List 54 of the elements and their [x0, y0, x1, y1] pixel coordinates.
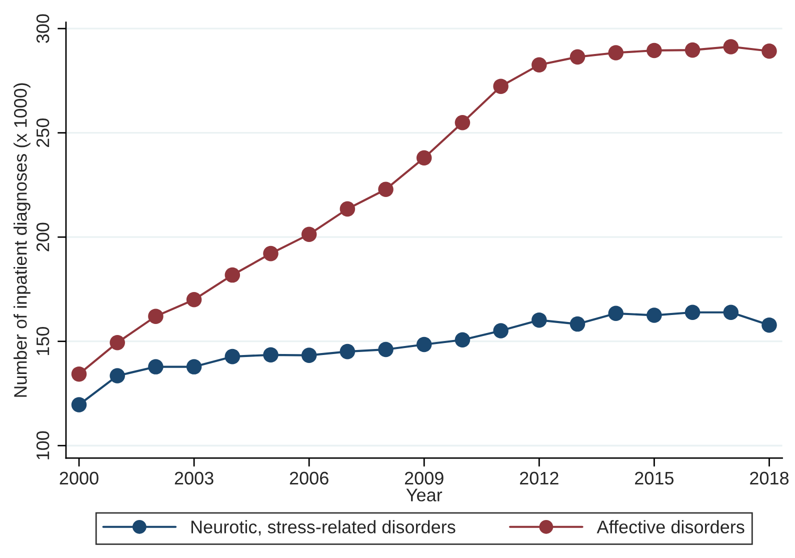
- point: [378, 342, 394, 358]
- point: [608, 45, 624, 60]
- point: [762, 43, 777, 59]
- x-tick-label: 2009: [404, 472, 444, 485]
- point: [493, 323, 508, 338]
- point: [723, 304, 739, 320]
- point: [301, 348, 317, 363]
- point: [454, 114, 470, 130]
- y-tick-label: 300: [36, 14, 50, 43]
- point: [110, 334, 126, 350]
- point: [608, 306, 624, 322]
- x-tick-label: 2015: [635, 472, 674, 485]
- point: [340, 201, 356, 217]
- x-tick-label: 2006: [290, 472, 328, 485]
- point: [416, 336, 432, 352]
- point: [340, 344, 356, 360]
- point: [110, 368, 126, 384]
- y-tick-label: 250: [36, 118, 50, 147]
- point: [646, 308, 662, 323]
- x-tick-label: 2000: [60, 472, 98, 485]
- x-axis-title: Year: [406, 488, 442, 502]
- point: [723, 39, 739, 54]
- point: [532, 312, 547, 328]
- point: [684, 304, 700, 320]
- y-tick-label: 150: [36, 326, 50, 356]
- point: [263, 347, 278, 363]
- legend-label: Neurotic, stress-related disorders: [191, 520, 456, 536]
- point: [186, 292, 202, 308]
- point: [224, 348, 240, 364]
- x-tick-label: 2012: [520, 472, 558, 485]
- point: [684, 42, 700, 58]
- y-axis-title: Number of inpatient diagnoses (x 1000): [14, 83, 30, 397]
- y-tick-label: 200: [36, 222, 50, 252]
- point: [148, 308, 164, 324]
- point: [493, 78, 508, 94]
- point: [301, 226, 317, 242]
- legend-label: Affective disorders: [596, 520, 744, 534]
- point: [263, 246, 278, 262]
- point: [646, 42, 662, 58]
- point: [532, 57, 547, 72]
- point: [454, 332, 470, 348]
- point: [378, 182, 394, 197]
- point: [570, 316, 586, 332]
- point: [224, 267, 240, 283]
- point: [71, 366, 87, 382]
- point: [71, 397, 87, 412]
- x-tick-label: 2003: [174, 472, 214, 485]
- point: [570, 49, 586, 65]
- point: [148, 359, 164, 374]
- y-tick-label: 100: [36, 431, 50, 460]
- x-tick-label: 2018: [750, 472, 789, 485]
- point: [416, 150, 432, 166]
- point: [762, 317, 777, 333]
- point: [186, 359, 202, 374]
